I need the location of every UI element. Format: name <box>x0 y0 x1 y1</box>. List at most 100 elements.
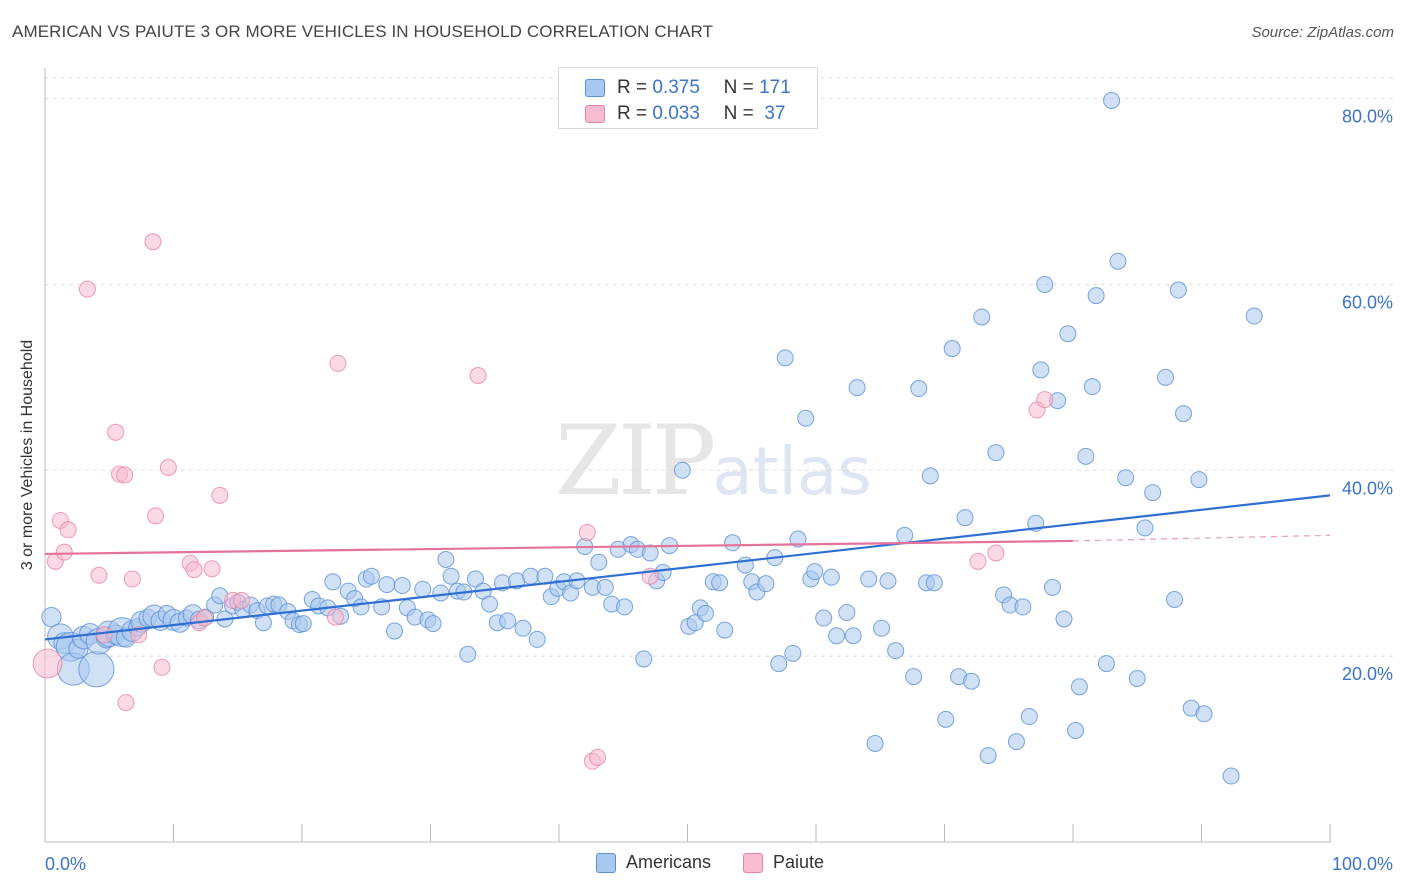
american-point <box>1136 519 1154 537</box>
paiute-point <box>969 552 987 570</box>
american-point <box>616 598 634 616</box>
legend-paiute-label: Paiute <box>773 852 825 872</box>
american-point <box>1032 361 1050 379</box>
american-point <box>905 668 923 686</box>
paiute-point <box>233 591 251 609</box>
american-point <box>514 619 532 637</box>
legend-americans-label: Americans <box>626 852 712 872</box>
legend-paiute-swatch <box>743 852 764 873</box>
american-point <box>378 576 396 594</box>
american-point <box>797 409 815 427</box>
american-point <box>522 567 540 585</box>
american-point <box>879 572 897 590</box>
legend-americans-swatch <box>596 852 616 873</box>
paiute-point <box>147 507 165 525</box>
american-point <box>776 349 794 367</box>
source-label: Source: ZipAtlas.com <box>1251 24 1394 41</box>
american-point <box>1144 484 1162 502</box>
paiute-point <box>159 459 177 477</box>
american-point <box>962 672 980 690</box>
american-point <box>393 577 411 595</box>
american-point <box>673 461 691 479</box>
watermark: ZIPatlas <box>555 405 872 517</box>
y-tick-label: 20.0% <box>1342 664 1393 684</box>
american-point <box>1007 733 1025 751</box>
american-point <box>1175 405 1193 423</box>
paiute-point <box>469 367 487 385</box>
american-point <box>838 603 856 621</box>
american-point <box>1166 590 1184 608</box>
american-point <box>844 627 862 645</box>
american-point <box>437 551 455 569</box>
paiute-point <box>116 466 134 484</box>
paiute-point <box>195 609 213 627</box>
stats-legend-americans: R = 0.375 N = 171 <box>585 76 791 100</box>
american-point <box>828 627 846 645</box>
american-point <box>896 526 914 544</box>
paiute-point <box>59 521 77 539</box>
american-point <box>822 568 840 586</box>
american-point <box>442 567 460 585</box>
paiute-point <box>144 233 162 251</box>
paiute-point <box>32 648 63 679</box>
american-point <box>424 615 442 633</box>
legend-item-paiute[interactable]: Paiute <box>743 852 824 873</box>
american-point <box>1043 578 1061 596</box>
paiute-n-label: N = <box>723 103 754 124</box>
americans-n-value: 171 <box>759 77 791 98</box>
american-point <box>432 584 450 602</box>
american-point <box>1245 307 1263 325</box>
american-point <box>925 574 943 592</box>
paiute-point <box>578 524 596 542</box>
american-point <box>887 642 905 660</box>
watermark-atlas: atlas <box>712 433 872 510</box>
american-point <box>596 578 614 596</box>
paiute-point <box>329 354 347 372</box>
american-point <box>499 612 517 630</box>
american-point <box>641 544 659 562</box>
american-point <box>943 340 961 358</box>
american-point <box>956 509 974 527</box>
american-point <box>1083 378 1101 396</box>
american-point <box>324 573 342 591</box>
american-point <box>1117 469 1135 487</box>
americans-r-label: R = <box>617 77 648 98</box>
american-point <box>254 614 272 632</box>
watermark-zip: ZIP <box>555 405 716 517</box>
american-point <box>873 619 891 637</box>
american-point <box>466 570 484 588</box>
american-point <box>1157 368 1175 386</box>
american-point <box>921 467 939 485</box>
american-point <box>1169 281 1187 299</box>
paiute-r-value: 0.033 <box>652 103 700 124</box>
paiute-point <box>589 748 607 766</box>
paiute-trend-line <box>44 539 1074 556</box>
american-point <box>711 574 729 592</box>
y-axis-label: 3 or more Vehicles in Household <box>19 339 36 571</box>
american-point <box>910 380 928 398</box>
american-point <box>1190 471 1208 489</box>
american-point <box>78 651 115 688</box>
legend-item-americans[interactable]: Americans <box>596 852 711 873</box>
american-point <box>987 444 1005 462</box>
paiute-point <box>203 560 221 578</box>
american-point <box>973 308 991 326</box>
x-tick-label: 100.0% <box>1332 854 1393 874</box>
paiute-point <box>107 423 125 441</box>
american-point <box>590 553 608 571</box>
paiute-point <box>211 486 229 504</box>
american-point <box>806 563 824 581</box>
american-point <box>815 609 833 627</box>
american-point <box>481 595 499 613</box>
american-point <box>1070 678 1088 696</box>
y-tick-label: 80.0% <box>1342 107 1393 127</box>
american-point <box>362 567 380 585</box>
stats-legend-paiute: R = 0.033 N = 37 <box>585 102 785 126</box>
paiute-point <box>90 566 108 584</box>
americans-r-value: 0.375 <box>652 77 700 98</box>
american-point <box>757 575 775 593</box>
american-point <box>294 615 312 633</box>
paiute-point <box>123 570 141 588</box>
american-point <box>41 607 62 628</box>
